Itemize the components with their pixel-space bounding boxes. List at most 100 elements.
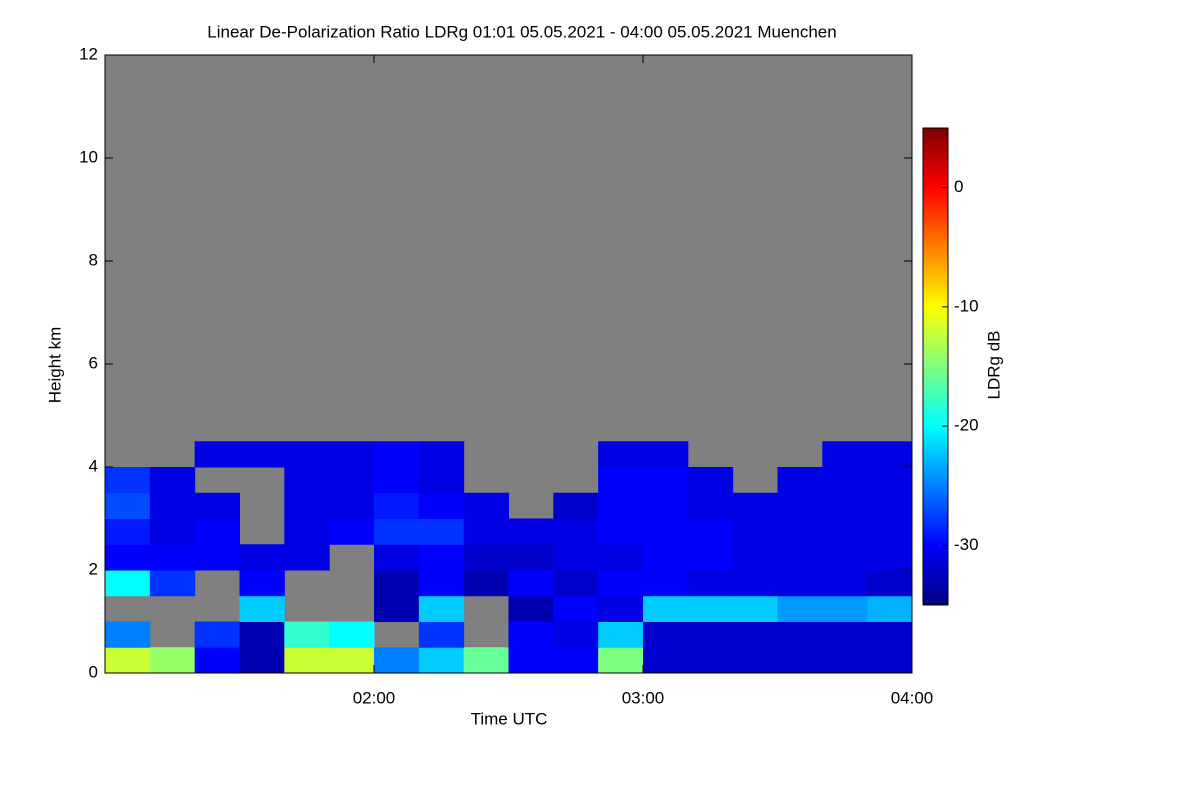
heatmap-cell [284,492,330,519]
heatmap-cell [822,621,868,648]
heatmap-cell [418,467,465,494]
heatmap-cell [643,647,689,674]
heatmap-cell [105,647,151,674]
heatmap-cell [508,621,554,648]
heatmap-cell [553,621,599,648]
heatmap-cell [553,492,599,519]
y-tick-label: 2 [89,559,98,578]
heatmap-cell [463,544,509,571]
heatmap-cell [149,467,196,494]
heatmap-cell [105,518,151,545]
heatmap-cell [329,467,375,494]
heatmap-cell [598,441,644,468]
heatmap-cell [553,570,599,597]
heatmap-cell [777,467,823,494]
heatmap-cell [284,647,330,674]
heatmap-cell [194,621,240,648]
x-tick-label: 04:00 [891,688,934,707]
heatmap-cell [463,570,509,597]
heatmap-cell [374,647,420,674]
colorbar-tick-label: -30 [954,535,979,554]
heatmap-cell [508,518,554,545]
heatmap-cell [374,518,420,545]
heatmap-cell [822,570,868,597]
heatmap-cell [194,647,240,674]
heatmap-cell [687,518,734,545]
heatmap-cell [687,595,734,622]
heatmap-cell [598,570,644,597]
y-tick-label: 8 [89,250,98,269]
colorbar-tick-label: -10 [954,296,979,315]
heatmap-cell [598,544,644,571]
heatmap-cell [239,570,285,597]
heatmap-cell [687,467,734,494]
heatmap-cell [598,518,644,545]
heatmap-cell [194,492,240,519]
heatmap-cell [732,595,778,622]
x-axis-label: Time UTC [471,709,548,728]
heatmap-cell [239,544,285,571]
heatmap-cell [194,518,240,545]
heatmap-cell [463,647,509,674]
y-tick-label: 6 [89,353,98,372]
heatmap-cell [553,595,599,622]
heatmap-cell [822,595,868,622]
heatmap-cell [643,544,689,571]
heatmap-cell [598,595,644,622]
y-tick-label: 4 [89,456,98,475]
heatmap-cell [867,621,913,648]
x-tick-label: 02:00 [353,688,396,707]
heatmap-cell [867,647,913,674]
heatmap-cell [239,621,285,648]
heatmap-cell [687,621,734,648]
heatmap-cell [598,492,644,519]
heatmap-cell [508,595,554,622]
heatmap-cell [553,544,599,571]
heatmap-cell [284,467,330,494]
heatmap-cell [149,544,196,571]
heatmap-cell [418,621,465,648]
heatmap-cell [732,492,778,519]
chart-title: Linear De-Polarization Ratio LDRg 01:01 … [207,22,836,41]
y-axis-label: Height km [45,327,64,404]
heatmap-cell [687,492,734,519]
heatmap-cell [105,544,151,571]
colorbar-label: LDRg dB [984,331,1003,400]
heatmap-cell [643,570,689,597]
heatmap-cell [777,595,823,622]
heatmap-cell [867,570,913,597]
heatmap-cell [687,544,734,571]
heatmap-cell [329,518,375,545]
heatmap-cell [822,647,868,674]
heatmap-cell [374,570,420,597]
heatmap-cell [329,621,375,648]
heatmap-cell [284,518,330,545]
heatmap-cell [239,647,285,674]
heatmap-cell [687,570,734,597]
heatmap-cell [643,467,689,494]
heatmap-cell [732,570,778,597]
heatmap-cell [194,441,240,468]
heatmap-cell [239,595,285,622]
heatmap-cell [149,570,196,597]
heatmap-cell [105,467,151,494]
heatmap-cell [374,467,420,494]
heatmap-cell [822,467,868,494]
heatmap-cell [732,518,778,545]
heatmap-cell [149,518,196,545]
heatmap-cell [463,518,509,545]
colorbar [922,127,949,606]
heatmap-cell [418,595,465,622]
colorbar-tick-label: 0 [954,177,963,196]
heatmap-cell [374,544,420,571]
heatmap-cell [777,492,823,519]
heatmap-cell [463,492,509,519]
heatmap-cell [105,621,151,648]
heatmap-cell [822,492,868,519]
heatmap-cell [553,647,599,674]
y-tick-label: 0 [89,662,98,681]
heatmap-cell [822,544,868,571]
heatmap-cell [777,518,823,545]
heatmap-cell [284,544,330,571]
heatmap-cell [508,544,554,571]
